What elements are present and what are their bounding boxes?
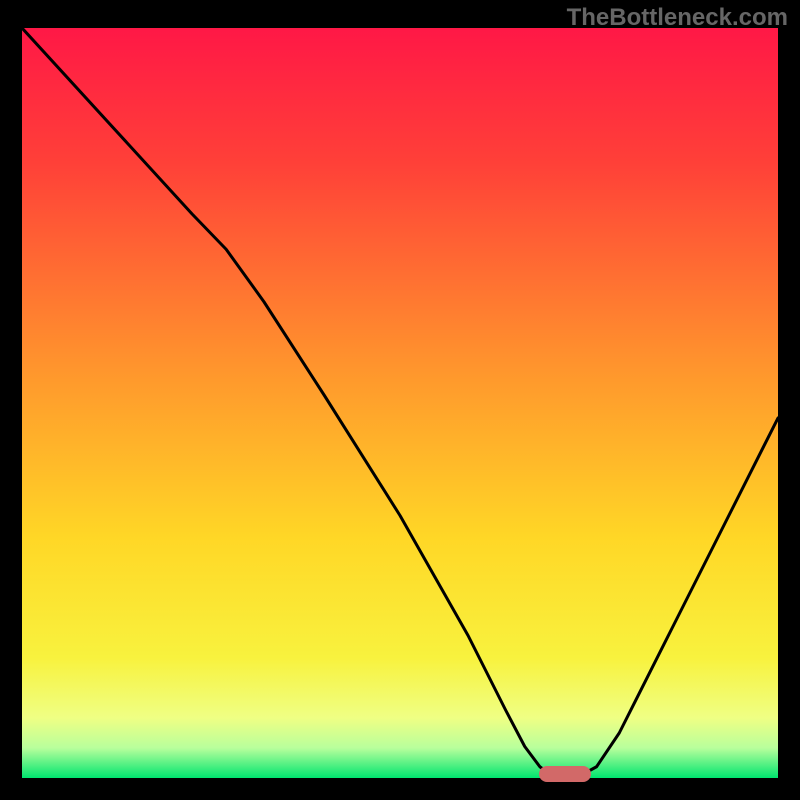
watermark-text: TheBottleneck.com	[567, 4, 788, 32]
gradient-background	[22, 28, 778, 778]
optimal-marker	[539, 766, 590, 782]
chart-frame: TheBottleneck.com	[0, 0, 800, 800]
plot-svg	[22, 28, 778, 778]
plot-area	[22, 28, 778, 778]
